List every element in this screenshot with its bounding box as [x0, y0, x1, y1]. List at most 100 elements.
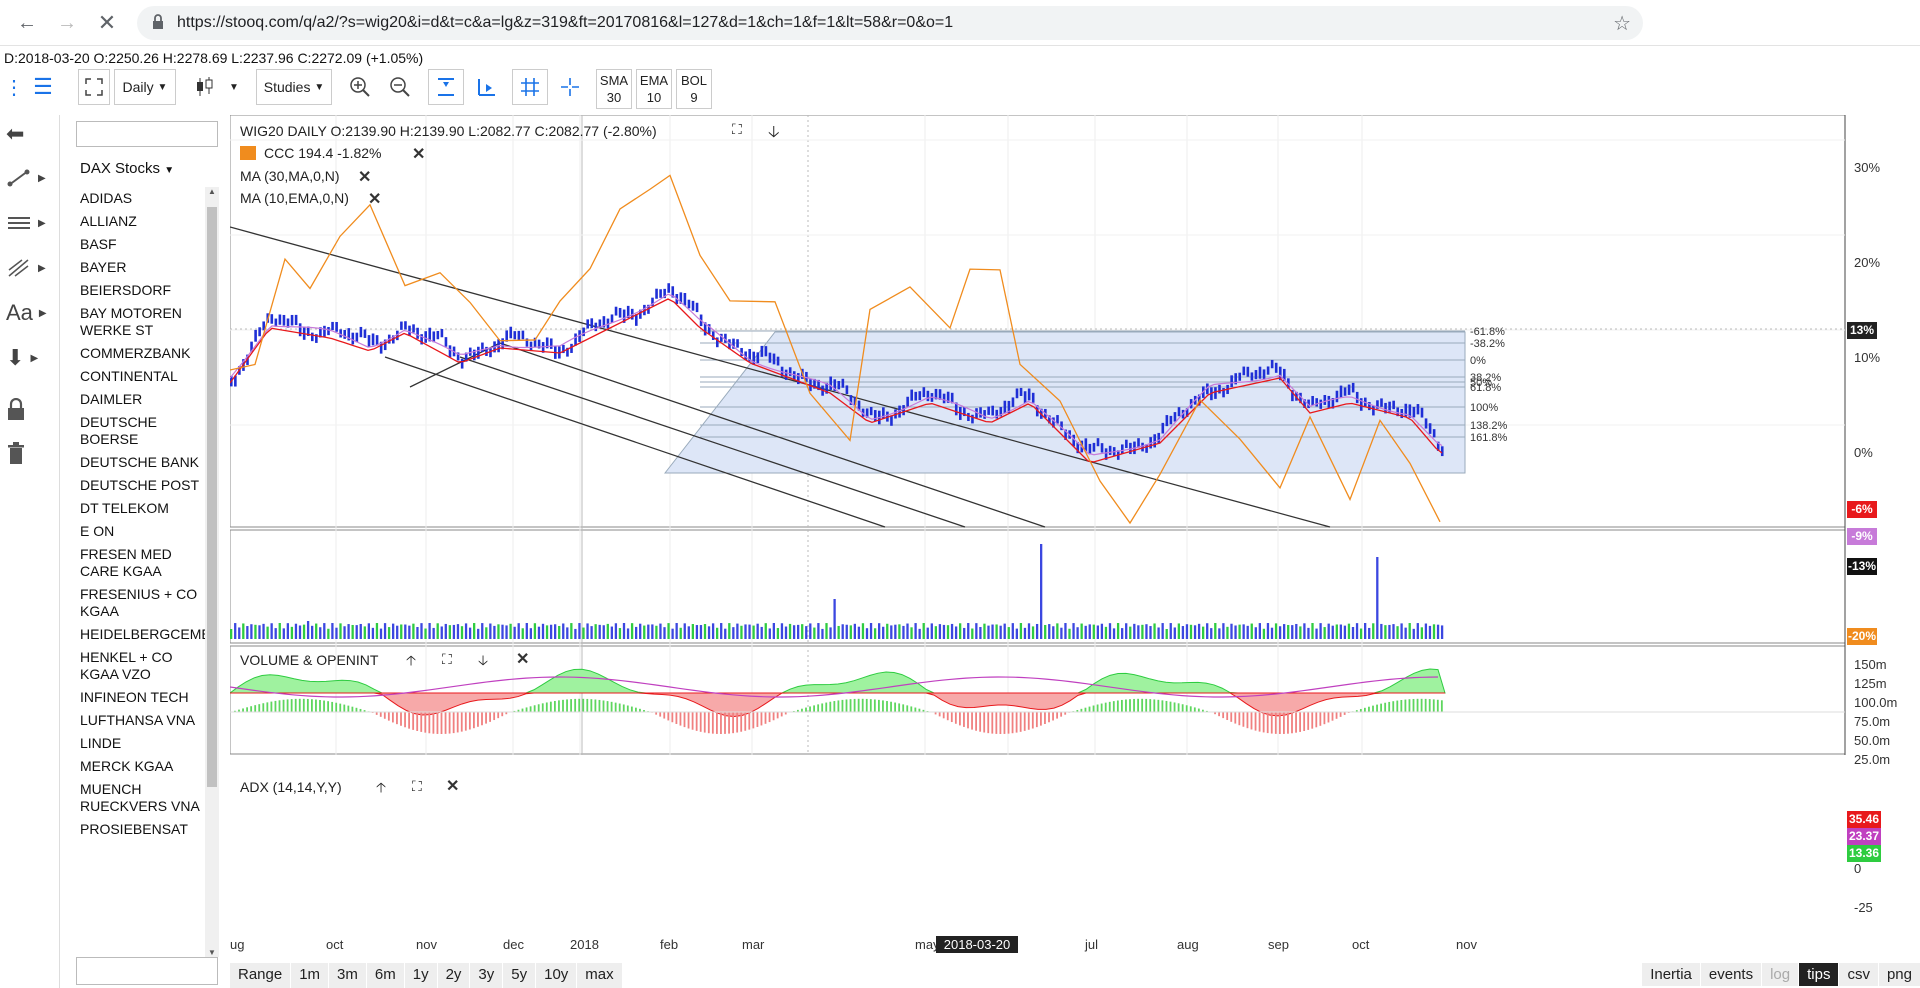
stock-list-item[interactable]: DEUTSCHE POST — [80, 477, 200, 493]
close-ma30-icon[interactable]: ✕ — [358, 169, 372, 186]
stock-list-item[interactable]: ADIDAS — [80, 190, 133, 206]
collapse-arrow-icon[interactable]: ⬅ — [6, 121, 25, 146]
stock-list-item[interactable]: LINDE — [80, 735, 122, 751]
tips-button[interactable]: tips — [1798, 963, 1839, 986]
bol-indicator-button[interactable]: BOL 9 — [676, 69, 712, 109]
grid-icon[interactable] — [512, 69, 548, 105]
adx-hist-bar — [1234, 712, 1237, 724]
stock-list-item[interactable]: E ON — [80, 523, 115, 539]
volume-bar — [1295, 623, 1298, 639]
trendline-tool-icon[interactable]: ▶ — [6, 163, 54, 193]
close-volume-icon[interactable]: ✕ — [516, 651, 530, 668]
stock-list-item[interactable]: BAY MOTOREN WERKE ST — [80, 305, 182, 338]
range-option-10y[interactable]: 10y — [536, 963, 578, 988]
address-bar[interactable]: https://stooq.com/q/a2/?s=wig20&i=d&t=c&… — [137, 6, 1643, 40]
range-option-1y[interactable]: 1y — [404, 963, 438, 988]
stock-bottom-input[interactable] — [76, 957, 218, 985]
stock-list-item[interactable]: BASF — [80, 236, 117, 252]
stock-list-item[interactable]: DEUTSCHE BOERSE — [80, 414, 158, 447]
zoom-out-icon[interactable] — [384, 69, 416, 105]
sma-indicator-button[interactable]: SMA 30 — [596, 69, 632, 109]
zoom-in-icon[interactable] — [344, 69, 376, 105]
expand-icon[interactable]: ⛶ — [412, 778, 422, 794]
move-down-icon[interactable]: 🡣 — [768, 124, 780, 141]
candle — [1368, 402, 1371, 411]
events-button[interactable]: events — [1699, 963, 1762, 986]
stock-list-item[interactable]: BEIERSDORF — [80, 282, 172, 298]
ema-indicator-button[interactable]: EMA 10 — [636, 69, 672, 109]
chart-area[interactable]: -61.8% -38.2% 0% 38.2% 50% 61.8% 100% 138.2% 161… — [230, 115, 1920, 988]
log-button[interactable]: log — [1761, 963, 1799, 986]
stock-list-item[interactable]: DT TELEKOM — [80, 500, 169, 516]
scroll-up-icon[interactable]: ▲ — [208, 187, 216, 196]
close-compare-icon[interactable]: ✕ — [412, 146, 426, 163]
hamburger-menu-icon[interactable]: ☰ — [33, 74, 53, 99]
stock-list-item[interactable]: CONTINENTAL — [80, 368, 178, 384]
volume-bar — [525, 623, 528, 639]
interval-select[interactable]: Daily ▼ — [114, 69, 176, 105]
stock-list-item[interactable]: HEIDELBERGCEMENT — [80, 626, 206, 642]
fibonacci-tool-icon[interactable]: ▶ — [6, 253, 54, 283]
volume-bar — [327, 628, 330, 639]
chart-canvas[interactable]: -61.8%-38.2% 0% 38.2%50%61.8% 100% 138.2%161… — [230, 115, 1920, 965]
stock-list-item[interactable]: INFINEON TECH — [80, 689, 189, 705]
fullscreen-icon[interactable] — [78, 69, 110, 105]
move-up-icon[interactable]: 🡡 — [376, 779, 387, 795]
csv-button[interactable]: csv — [1838, 963, 1878, 986]
range-option-3y[interactable]: 3y — [470, 963, 504, 988]
vertical-menu-icon[interactable]: ⋮ — [4, 76, 24, 99]
move-down-icon[interactable]: 🡣 — [478, 652, 489, 668]
stock-list-item[interactable]: MUENCH RUECKVERS VNA — [80, 781, 200, 814]
stock-list-item[interactable]: COMMERZBANK — [80, 345, 191, 361]
stock-list-item[interactable]: MERCK KGAA — [80, 758, 174, 774]
scrollbar-thumb[interactable] — [207, 207, 217, 787]
candle — [1420, 407, 1424, 418]
horizontal-lines-tool-icon[interactable]: ▶ — [6, 208, 54, 238]
stop-loading-icon[interactable]: ✕ — [97, 10, 117, 35]
bookmark-star-icon[interactable]: ☆ — [1613, 13, 1631, 35]
lock-icon[interactable] — [6, 395, 54, 425]
close-ma10-icon[interactable]: ✕ — [368, 191, 382, 208]
adx-hist-bar — [983, 712, 986, 733]
stock-list-item[interactable]: LUFTHANSA VNA — [80, 712, 196, 728]
scroll-down-icon[interactable]: ▼ — [208, 948, 216, 957]
volume-bar — [412, 623, 415, 639]
scale-fit-icon[interactable] — [428, 69, 464, 105]
forward-icon[interactable]: → — [57, 11, 77, 34]
scroll-to-end-icon[interactable] — [470, 69, 504, 105]
Inertia-button[interactable]: Inertia — [1641, 963, 1700, 986]
stock-list-item[interactable]: DEUTSCHE BANK — [80, 454, 200, 470]
stock-list-scrollbar[interactable]: ▲ ▼ — [205, 187, 219, 957]
stock-list-item[interactable]: ALLIANZ — [80, 213, 137, 229]
volume-bar — [1424, 623, 1428, 639]
chart-type-chevron-icon[interactable]: ▼ — [229, 81, 239, 93]
candle — [987, 406, 990, 415]
expand-icon[interactable]: ⛶ — [442, 651, 452, 667]
stock-list-item[interactable]: DAIMLER — [80, 391, 143, 407]
range-option-6m[interactable]: 6m — [366, 963, 405, 988]
crosshair-icon[interactable] — [552, 69, 588, 105]
text-tool-icon[interactable]: Aa ▶ — [6, 300, 47, 325]
adx-hist-bar — [614, 702, 617, 712]
stock-list-item[interactable]: FRESEN MED CARE KGAA — [80, 546, 172, 579]
move-up-icon[interactable]: 🡡 — [406, 652, 417, 668]
expand-icon[interactable]: ⛶ — [732, 121, 742, 137]
studies-button[interactable]: Studies ▼ — [256, 69, 332, 105]
png-button[interactable]: png — [1877, 963, 1920, 986]
stock-list-item[interactable]: HENKEL + CO KGAA VZO — [80, 649, 173, 682]
candlestick-icon[interactable] — [190, 69, 220, 105]
range-option-2y[interactable]: 2y — [437, 963, 471, 988]
range-option-max[interactable]: max — [577, 963, 623, 988]
stock-search-input[interactable] — [76, 121, 218, 147]
back-icon[interactable]: ← — [17, 11, 37, 34]
range-option-1m[interactable]: 1m — [291, 963, 330, 988]
trash-icon[interactable] — [6, 439, 54, 469]
range-option-5y[interactable]: 5y — [503, 963, 537, 988]
range-option-3m[interactable]: 3m — [329, 963, 367, 988]
download-arrow-icon[interactable]: ⬇ ▶ — [6, 345, 39, 370]
stock-group-select[interactable]: DAX Stocks ▼ — [80, 160, 174, 177]
stock-list-item[interactable]: FRESENIUS + CO KGAA — [80, 586, 198, 619]
stock-list-item[interactable]: PROSIEBENSAT — [80, 821, 188, 837]
close-adx-icon[interactable]: ✕ — [446, 778, 460, 795]
stock-list-item[interactable]: BAYER — [80, 259, 127, 275]
